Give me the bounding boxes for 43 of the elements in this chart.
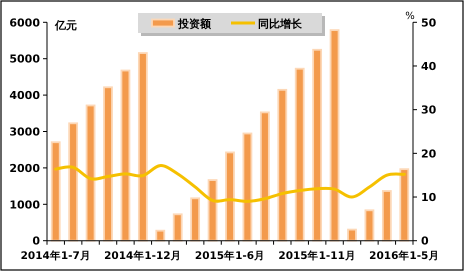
y-tick-label: 0 (32, 234, 40, 248)
x-tick-label: 2014年1-7月 (20, 249, 91, 262)
x-tick-label: 2016年1-5月 (369, 249, 440, 262)
bar (330, 29, 340, 242)
bar (399, 168, 410, 242)
bar (347, 228, 357, 242)
bar (120, 70, 130, 242)
legend-label: 同比增长 (258, 18, 303, 30)
bar (312, 48, 322, 242)
bar (260, 111, 270, 242)
bar (138, 52, 148, 242)
y-tick-label: 3000 (9, 126, 40, 138)
y-axis-title: 亿元 (54, 19, 77, 32)
y2-tick-label: 10 (421, 191, 437, 204)
bar (86, 104, 96, 242)
line-series (54, 164, 406, 203)
y-tick-label: 4000 (9, 89, 40, 102)
legend-label: 投资额 (177, 18, 212, 30)
y-tick-label: 2000 (9, 162, 40, 175)
y2-axis-title: % (405, 11, 415, 22)
bar (172, 213, 183, 242)
bar (277, 88, 288, 242)
y2-tick-label: 50 (421, 16, 437, 30)
x-tick-label: 2015年1-11月 (278, 249, 356, 262)
bar (225, 152, 235, 242)
bar (208, 179, 218, 242)
bar (190, 197, 200, 242)
bar (294, 68, 305, 242)
y-tick-label: 5000 (9, 52, 40, 66)
x-tick-label: 2014年1-12月 (104, 249, 182, 262)
bar (50, 141, 61, 242)
y-tick-label: 1000 (9, 198, 40, 212)
bar (68, 122, 78, 242)
bar (382, 190, 392, 242)
bar (242, 132, 252, 242)
y2-tick-label: 20 (421, 147, 437, 160)
y-tick-label: 6000 (9, 16, 40, 30)
y2-tick-label: 30 (421, 104, 437, 117)
bar (364, 209, 374, 242)
x-tick-label: 2015年1-6月 (194, 249, 266, 262)
y2-tick-label: 40 (421, 60, 437, 73)
bar (103, 86, 113, 242)
y2-tick-label: 0 (421, 234, 429, 248)
